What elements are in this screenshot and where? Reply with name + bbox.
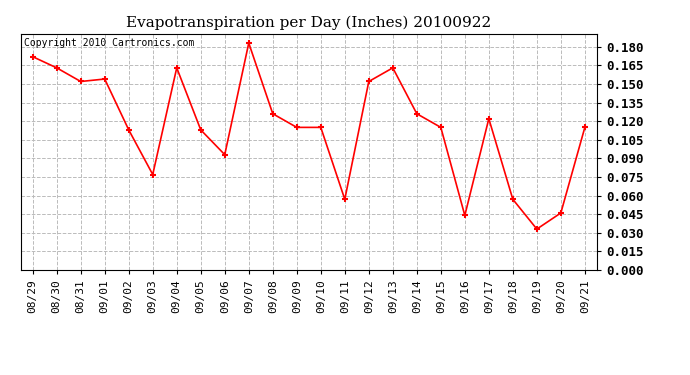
- Text: Copyright 2010 Cartronics.com: Copyright 2010 Cartronics.com: [23, 39, 194, 48]
- Title: Evapotranspiration per Day (Inches) 20100922: Evapotranspiration per Day (Inches) 2010…: [126, 15, 491, 30]
